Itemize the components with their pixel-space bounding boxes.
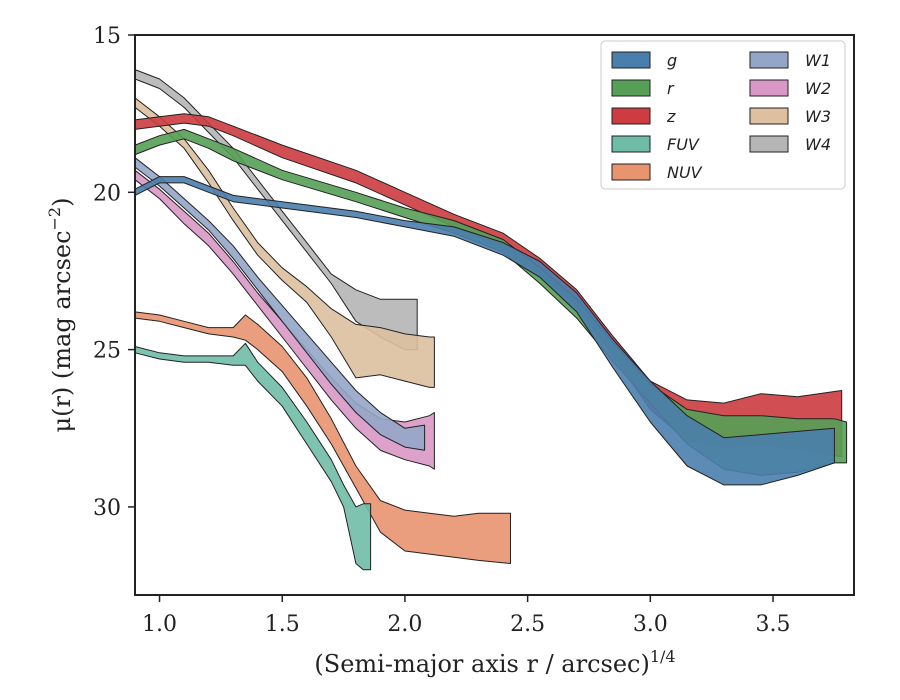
legend-label-w1: W1 [805,51,831,70]
legend-swatch-w1 [749,51,789,69]
legend-label-r: r [667,79,675,98]
band-w3 [134,97,435,388]
x-axis-ticks: 1.0 1.5 2.0 2.5 3.0 3.5 [142,595,791,637]
legend-swatch-w4 [749,135,789,153]
band-g [134,176,835,486]
x-tick-label: 2.5 [510,612,545,637]
band-w2 [134,169,435,470]
y-tick-label: 25 [93,339,121,364]
y-axis-ticks: 15 20 25 30 [93,24,135,521]
x-axis-label: (Semi-major axis r / arcsec)1/4 [314,647,675,678]
x-tick-label: 2.0 [387,612,422,637]
legend-label-fuv: FUV [667,135,700,154]
legend-swatch-g [611,51,651,69]
legend-label-w2: W2 [805,79,831,98]
x-tick-label: 3.0 [633,612,668,637]
legend-swatch-w2 [749,79,789,97]
band-fuv [134,342,372,571]
legend-swatch-z [611,107,651,125]
x-tick-label: 1.0 [142,612,177,637]
band-w1 [134,157,426,451]
x-tick-label: 1.5 [265,612,300,637]
y-tick-label: 20 [93,181,121,206]
legend-label-z: z [666,107,676,126]
legend-swatch-nuv [611,163,651,181]
x-tick-label: 3.5 [756,612,791,637]
legend-label-w3: W3 [805,107,831,126]
legend-label-nuv: NUV [667,163,703,182]
profile-bands [134,69,848,571]
legend-label-g: g [667,51,677,70]
legend-swatch-w3 [749,107,789,125]
plot-frame [134,34,855,596]
legend-swatch-fuv [611,135,651,153]
legend-swatch-r [611,79,651,97]
y-tick-label: 15 [93,24,121,49]
legend-label-w4: W4 [805,135,831,154]
y-axis-label: μ(r) (mag arcsec−2) [45,198,76,433]
y-tick-label: 30 [93,496,121,521]
legend: grz FUV NUV W1 W2 W3 W4 [600,40,846,190]
band-nuv [134,311,511,564]
